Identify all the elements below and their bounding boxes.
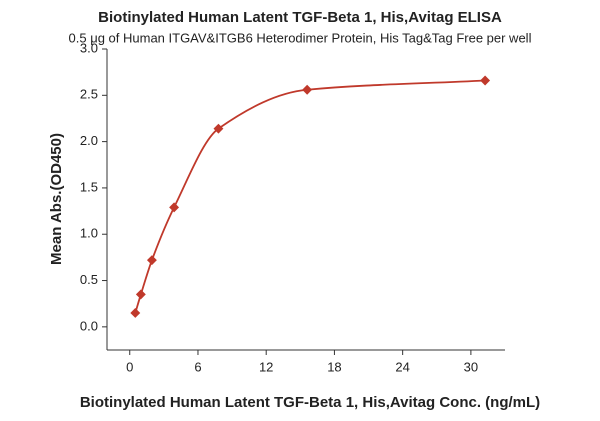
y-tick-label: 0.5 <box>80 272 98 287</box>
chart-title: Biotinylated Human Latent TGF-Beta 1, Hi… <box>98 9 502 26</box>
data-point <box>135 289 146 300</box>
y-tick-label: 2.5 <box>80 87 98 102</box>
x-tick-label: 18 <box>327 359 341 374</box>
x-tick-label: 30 <box>464 359 478 374</box>
data-point <box>480 75 491 86</box>
data-point <box>146 255 157 266</box>
data-point <box>302 84 313 95</box>
chart-subtitle: 0.5 μg of Human ITGAV&ITGB6 Heterodimer … <box>69 30 532 45</box>
y-tick-label: 1.5 <box>80 179 98 194</box>
y-tick-label: 1.0 <box>80 226 98 241</box>
y-axis-label: Mean Abs.(OD450) <box>48 133 65 265</box>
x-tick-label: 0 <box>126 359 133 374</box>
y-tick-label: 2.0 <box>80 133 98 148</box>
x-axis-label: Biotinylated Human Latent TGF-Beta 1, Hi… <box>80 394 540 411</box>
x-tick-label: 12 <box>259 359 273 374</box>
x-tick-label: 6 <box>194 359 201 374</box>
data-point <box>130 308 141 318</box>
x-tick-label: 24 <box>395 359 409 374</box>
y-tick-label: 0.0 <box>80 318 98 333</box>
fit-curve <box>134 79 486 314</box>
y-tick-label: 3.0 <box>80 40 98 55</box>
data-point <box>169 202 180 213</box>
data-point <box>213 123 224 134</box>
